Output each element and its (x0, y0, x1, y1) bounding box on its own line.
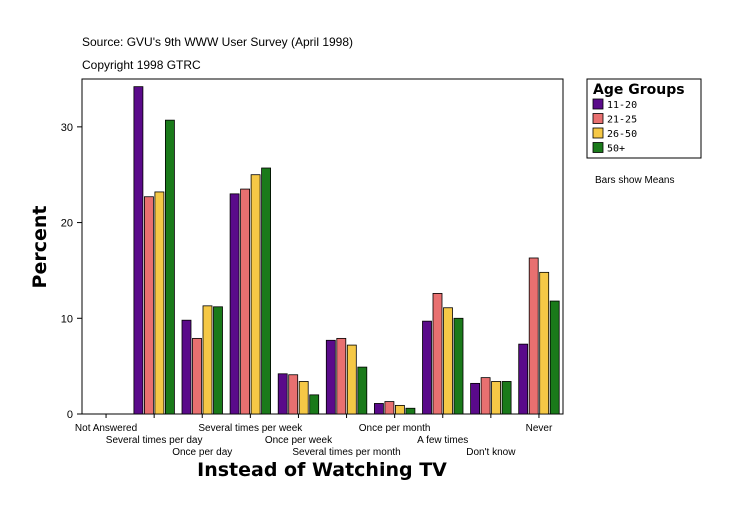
bar-11-20 (325, 339, 336, 415)
source-text: Source: GVU's 9th WWW User Survey (April… (82, 35, 353, 49)
y-axis-title: Percent (29, 206, 51, 289)
bar-11-20 (133, 86, 144, 415)
legend-label: 26-50 (607, 129, 637, 140)
copyright-text: Copyright 1998 GTRC (82, 58, 201, 72)
x-tick-label: Once per month (359, 423, 431, 434)
bar-50+ (261, 167, 272, 415)
bar-21-25 (384, 401, 395, 415)
bar-26-50 (250, 174, 261, 415)
bars-group (133, 86, 560, 415)
x-tick-label: Once per week (265, 435, 333, 446)
bar-11-20 (229, 193, 240, 415)
y-tick-label: 20 (61, 218, 73, 230)
x-tick-label: Never (526, 423, 553, 434)
x-tick-label: Once per day (172, 447, 232, 458)
x-tick-label: Don't know (466, 447, 516, 458)
y-tick-label: 10 (61, 313, 73, 325)
legend-box (586, 78, 702, 159)
bar-50+ (213, 306, 223, 415)
legend-swatch (592, 98, 604, 110)
bar-11-20 (181, 319, 192, 415)
bar-21-25 (192, 337, 202, 415)
x-tick-label: Several times per month (292, 447, 400, 458)
x-tick-label: A few times (417, 435, 468, 446)
bar-50+ (357, 366, 368, 415)
bar-26-50 (394, 404, 405, 415)
legend: Age Groups 11-20 21-25 26-50 50+ (586, 78, 702, 159)
x-tick-label: Several times per day (106, 435, 203, 446)
bar-11-20 (518, 343, 529, 415)
x-tick-label: Several times per week (198, 423, 303, 434)
bar-50+ (309, 394, 320, 415)
bar-50+ (453, 317, 464, 415)
legend-title: Age Groups (593, 82, 685, 98)
bar-21-25 (480, 377, 491, 415)
legend-label: 11-20 (607, 100, 637, 111)
x-axis-title: Instead of Watching TV (197, 459, 447, 481)
bar-21-25 (143, 196, 154, 415)
legend-swatch (592, 127, 604, 139)
bar-26-50 (298, 381, 309, 415)
bar-26-50 (154, 191, 165, 415)
bar-50+ (501, 381, 512, 415)
bar-21-25 (288, 374, 299, 415)
plot-area (81, 78, 564, 415)
bar-21-25 (336, 337, 347, 415)
bar-50+ (549, 300, 560, 415)
bar-26-50 (346, 344, 357, 415)
legend-swatch (592, 113, 604, 124)
legend-items: 11-20 21-25 26-50 50+ (592, 98, 637, 155)
bars-note: Bars show Means (595, 175, 674, 186)
bar-21-25 (528, 257, 539, 415)
y-axis-ticks: 0 10 20 30 (61, 122, 82, 421)
legend-label: 21-25 (607, 115, 637, 126)
bar-50+ (164, 119, 175, 415)
bar-21-25 (240, 188, 251, 415)
bar-26-50 (202, 305, 213, 415)
bar-11-20 (373, 403, 384, 415)
bar-50+ (405, 407, 416, 415)
bar-26-50 (539, 271, 550, 415)
bar-26-50 (443, 307, 453, 415)
x-tick-label: Not Answered (75, 423, 137, 434)
legend-swatch (592, 142, 604, 153)
y-tick-label: 30 (61, 122, 73, 134)
y-tick-label: 0 (67, 409, 73, 421)
bar-21-25 (432, 292, 443, 415)
bar-26-50 (491, 381, 502, 415)
legend-label: 50+ (607, 144, 625, 155)
bar-11-20 (422, 320, 432, 415)
bar-11-20 (470, 382, 481, 415)
bar-11-20 (277, 373, 288, 415)
